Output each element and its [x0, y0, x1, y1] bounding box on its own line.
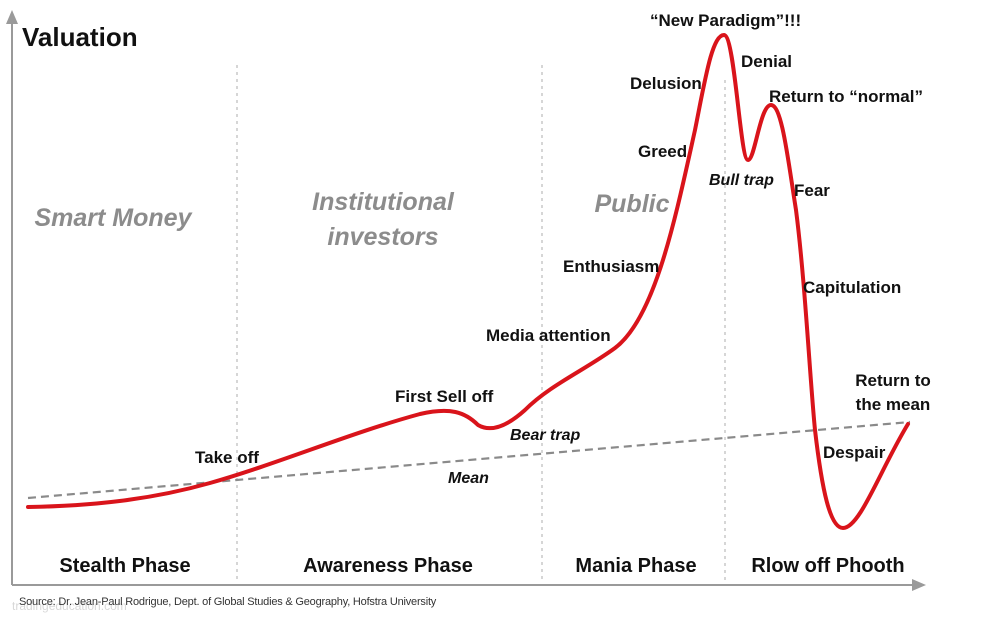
watermark: tradingeducation.com: [12, 599, 127, 613]
label-fear: Fear: [794, 181, 830, 200]
label-mean: Mean: [448, 470, 489, 487]
phase-awareness: Awareness Phase: [303, 555, 473, 577]
group-public: Public: [594, 190, 669, 218]
label-capitulation: Capitulation: [803, 278, 901, 297]
phase-blowoff: Rlow off Phooth: [751, 555, 904, 577]
x-axis-arrow-icon: [912, 579, 926, 591]
label-bull-trap: Bull trap: [709, 172, 774, 189]
group-institutional-line1: Institutional: [312, 188, 455, 216]
group-smart-money: Smart Money: [35, 204, 193, 232]
group-institutional-line2: investors: [327, 223, 438, 251]
label-media-attention: Media attention: [486, 326, 611, 345]
phase-stealth: Stealth Phase: [59, 555, 190, 577]
label-return-to-the-mean-line2: the mean: [856, 395, 931, 414]
label-new-paradigm: “New Paradigm”!!!: [650, 11, 801, 30]
label-return-to-normal: Return to “normal”: [769, 87, 923, 106]
label-greed: Greed: [638, 142, 687, 161]
y-axis-title: Valuation: [22, 22, 138, 52]
source-credit: Source: Dr. Jean-Paul Rodrigue, Dept. of…: [19, 596, 437, 608]
label-first-sell-off: First Sell off: [395, 387, 494, 406]
label-bear-trap: Bear trap: [510, 427, 580, 444]
label-enthusiasm: Enthusiasm: [563, 257, 659, 276]
y-axis-arrow-icon: [6, 10, 18, 24]
axes: [6, 10, 926, 591]
valuation-curve: [26, 33, 910, 530]
label-despair: Despair: [823, 443, 886, 462]
mean-line: [27, 420, 911, 500]
phase-mania: Mania Phase: [575, 555, 696, 577]
label-denial: Denial: [741, 52, 792, 71]
phase-dividers: [236, 65, 726, 580]
label-return-to-the-mean-line1: Return to: [855, 371, 931, 390]
label-delusion: Delusion: [630, 74, 702, 93]
label-take-off: Take off: [195, 448, 259, 467]
